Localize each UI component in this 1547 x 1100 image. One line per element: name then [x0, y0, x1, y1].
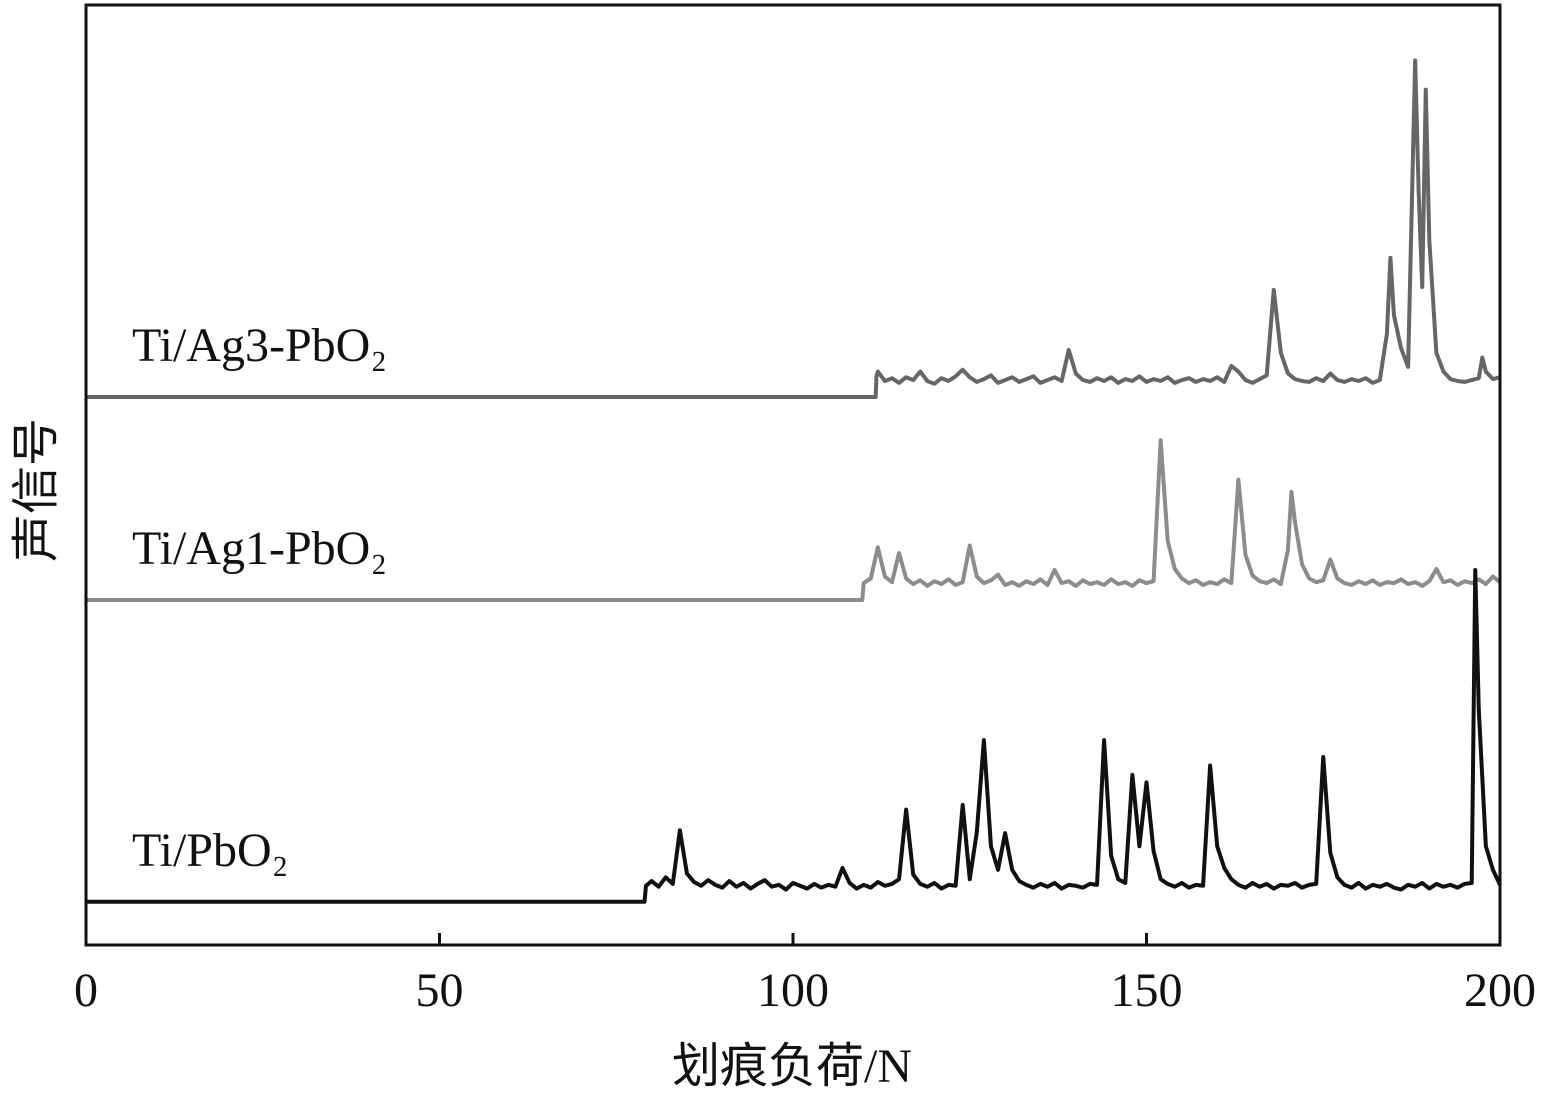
x-tick-label: 50	[416, 964, 464, 1017]
x-tick-label: 0	[74, 964, 98, 1017]
series-label: Ti/Ag3-PbO₂	[132, 319, 387, 372]
series-line	[86, 438, 1502, 603]
x-tick-label: 200	[1464, 964, 1536, 1017]
x-tick-label: 150	[1111, 964, 1183, 1017]
series-line	[86, 567, 1502, 904]
plot-frame	[84, 3, 1502, 947]
series-line	[86, 58, 1501, 399]
x-tick-label: 100	[757, 964, 829, 1017]
series-label: Ti/Ag1-PbO₂	[132, 522, 387, 575]
y-axis-label: 声信号	[10, 418, 63, 562]
series-label: Ti/PbO₂	[132, 824, 288, 877]
x-axis-label: 划痕负荷/N	[672, 1040, 912, 1093]
